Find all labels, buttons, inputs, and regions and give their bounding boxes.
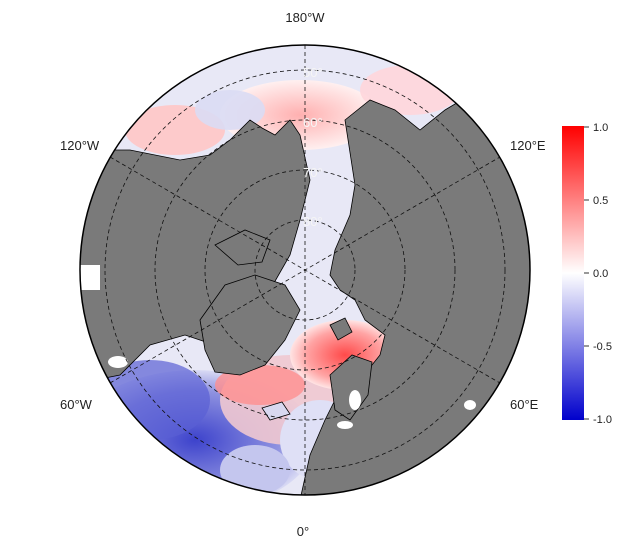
- lon-label-180w: 180°W: [285, 10, 325, 25]
- inland-water: [80, 265, 476, 429]
- iceland: [261, 401, 291, 421]
- colorbar-gradient: [562, 126, 584, 420]
- lat-label-50: 50°: [303, 65, 323, 80]
- lon-label-120w: 120°W: [60, 138, 100, 153]
- lon-label-60w: 60°W: [60, 397, 93, 412]
- lon-label-120e: 120°E: [510, 138, 546, 153]
- meridian-60w-120e: [109, 156, 501, 384]
- greenland: [199, 274, 301, 376]
- lat-circle-60: [154, 119, 456, 421]
- colorbar-tick-neg0.5: -0.5: [593, 341, 612, 353]
- lat-label-80: 80°: [303, 214, 323, 229]
- colorbar: 1.0 0.5 0.0 -0.5 -1.0: [562, 122, 612, 426]
- colorbar-tick-0.5: 0.5: [593, 195, 608, 207]
- lat-circle-50: [104, 69, 506, 471]
- map-boundary: [79, 44, 531, 496]
- lat-label-60: 60°: [303, 115, 323, 130]
- svalbard: [329, 317, 353, 341]
- lon-label-60e: 60°E: [510, 397, 539, 412]
- land-masses: [80, 94, 530, 495]
- graticule: [104, 45, 506, 495]
- colorbar-tick-1.0: 1.0: [593, 122, 608, 134]
- lat-label-70: 70°: [303, 165, 323, 180]
- scandinavia: [329, 354, 373, 421]
- lon-label-0: 0°: [297, 524, 309, 539]
- colorbar-tick-0.0: 0.0: [593, 268, 608, 280]
- colorbar-tick-neg1.0: -1.0: [593, 414, 612, 426]
